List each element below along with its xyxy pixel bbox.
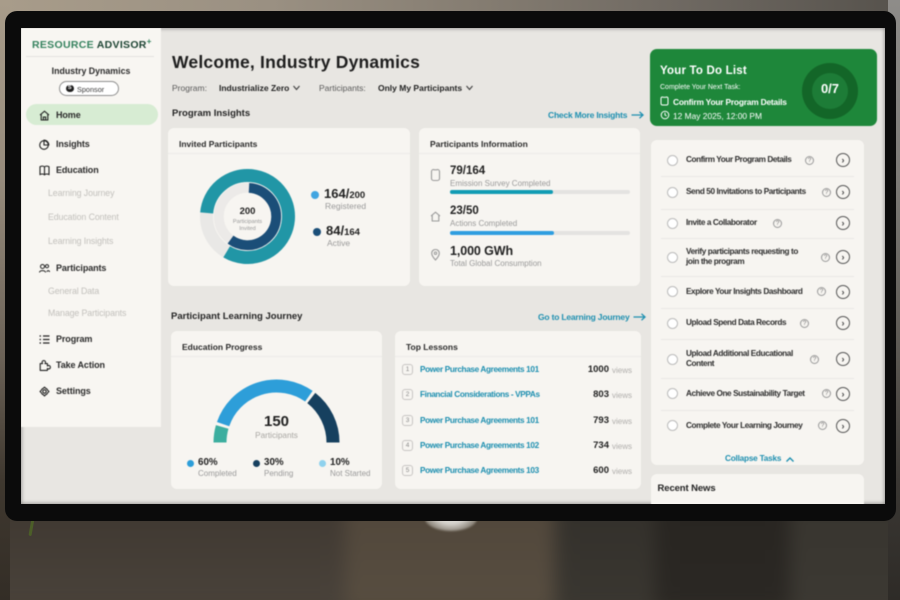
svg-text:Participants: Participants — [233, 219, 262, 225]
svg-text:200: 200 — [240, 206, 256, 217]
svg-text:Invited: Invited — [239, 226, 255, 232]
